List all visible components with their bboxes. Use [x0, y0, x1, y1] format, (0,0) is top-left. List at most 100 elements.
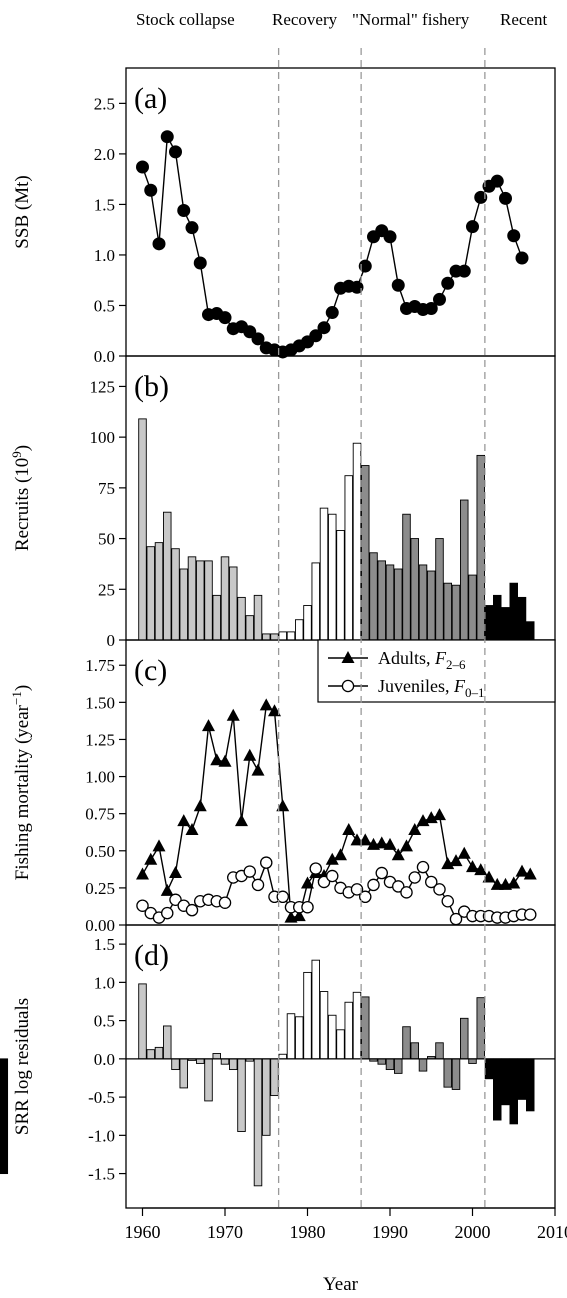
- data-point-circle: [325, 869, 339, 883]
- data-point-triangle: [292, 909, 306, 922]
- data-point: [433, 292, 446, 306]
- data-point: [424, 302, 438, 316]
- data-point-triangle: [433, 808, 446, 821]
- y-tick-label: 1.50: [85, 693, 115, 712]
- data-point-circle: [400, 886, 413, 899]
- y-tick-label: 100: [90, 428, 116, 447]
- bar: [295, 619, 304, 641]
- bar: [352, 991, 362, 1060]
- bar: [154, 1046, 164, 1060]
- x-tick-label: 2010: [537, 1222, 567, 1242]
- x-tick-label: 1970: [207, 1222, 243, 1242]
- bar: [212, 1053, 221, 1060]
- data-point-triangle: [391, 848, 405, 861]
- y-tick-label: 50: [98, 530, 115, 549]
- bar: [369, 552, 378, 641]
- bar: [435, 538, 444, 641]
- data-point-triangle: [259, 698, 273, 711]
- data-point-triangle: [400, 839, 413, 852]
- bar: [451, 1058, 461, 1090]
- bar: [451, 584, 461, 641]
- bar: [344, 475, 353, 641]
- data-point: [309, 329, 323, 343]
- legend-box: [317, 639, 556, 703]
- bar: [220, 1058, 230, 1065]
- data-point-circle: [276, 890, 289, 904]
- data-point-triangle: [383, 837, 397, 850]
- data-point: [441, 276, 455, 290]
- legend-entry: Adults, F2–6: [378, 648, 466, 672]
- bar: [377, 560, 386, 641]
- data-point: [499, 191, 512, 205]
- data-point-circle: [524, 908, 537, 921]
- data-point-circle: [259, 856, 273, 869]
- bar: [303, 605, 312, 641]
- data-point-triangle: [457, 846, 471, 859]
- data-point: [457, 264, 471, 278]
- bar: [402, 513, 411, 641]
- bar: [352, 442, 362, 641]
- panel-label: (d): [134, 939, 169, 972]
- panel-frame: [125, 67, 556, 357]
- y-tick-label: 1.25: [85, 730, 115, 749]
- data-point: [490, 174, 504, 188]
- period-labels: Stock collapse Recovery "Normal" fishery Re…: [136, 10, 547, 29]
- panel-4: -1.5 -1.0 -0.5 0.0 0.5 1.0 1.5 SRR log residual…: [0, 924, 556, 1209]
- data-point-circle: [309, 862, 322, 875]
- data-point-triangle: [507, 876, 521, 889]
- data-point-triangle: [177, 814, 191, 827]
- bar: [394, 1058, 403, 1074]
- bar: [196, 560, 205, 641]
- data-point-triangle: [169, 866, 182, 879]
- bar: [278, 631, 287, 641]
- bar: [319, 991, 329, 1060]
- bar: [154, 542, 164, 641]
- data-point-circle: [317, 875, 331, 889]
- bar: [229, 566, 238, 641]
- legend-circle-marker: [341, 679, 355, 693]
- bar: [328, 513, 337, 641]
- bar: [278, 1053, 287, 1060]
- bar: [410, 538, 419, 641]
- y-tick-label: 1.00: [85, 768, 115, 787]
- data-point-triangle: [449, 854, 463, 867]
- y-tick-label: 1.0: [94, 246, 115, 265]
- bar: [328, 1014, 337, 1060]
- y-axis-label: SRR log residuals: [12, 998, 33, 1135]
- data-point-triangle: [334, 848, 347, 861]
- x-axis: 1960 1970 1980 1990 2000 2010 Year: [125, 1207, 567, 1295]
- bar: [270, 633, 279, 641]
- data-point-circle: [408, 871, 421, 884]
- y-tick-label: 125: [90, 377, 116, 396]
- data-point: [177, 203, 191, 217]
- bar: [501, 1058, 510, 1106]
- bar: [270, 1058, 279, 1097]
- bar: [253, 594, 263, 641]
- bar: [295, 1016, 304, 1060]
- data-point-circle: [136, 899, 149, 912]
- bar: [229, 1058, 238, 1071]
- bar: [336, 1029, 345, 1060]
- data-point: [383, 230, 397, 244]
- data-point-triangle: [276, 799, 290, 812]
- data-point-circle: [243, 865, 256, 878]
- y-tick-label: 0.5: [94, 296, 115, 315]
- y-tick-label: 2.0: [94, 145, 115, 164]
- bar: [476, 997, 485, 1060]
- data-point: [474, 190, 488, 204]
- bar: [361, 465, 370, 641]
- bar: [179, 1058, 188, 1089]
- bar: [418, 564, 428, 641]
- data-point: [251, 332, 265, 346]
- y-tick-label: 0.50: [85, 842, 115, 861]
- x-tick-label: 1960: [125, 1222, 161, 1242]
- legend-triangle-marker: [341, 651, 355, 663]
- period-label-recent: Recent: [500, 10, 547, 29]
- panel-1: 0.0 0.5 1.0 1.5 2.0 2.5 SSB (Mt) (a): [12, 67, 556, 366]
- y-tick-label: 25: [98, 580, 115, 599]
- bar: [493, 1058, 502, 1121]
- data-point-triangle: [210, 753, 224, 766]
- data-point-triangle: [350, 833, 364, 846]
- period-label-recovery: Recovery: [272, 10, 338, 29]
- data-point: [152, 237, 166, 251]
